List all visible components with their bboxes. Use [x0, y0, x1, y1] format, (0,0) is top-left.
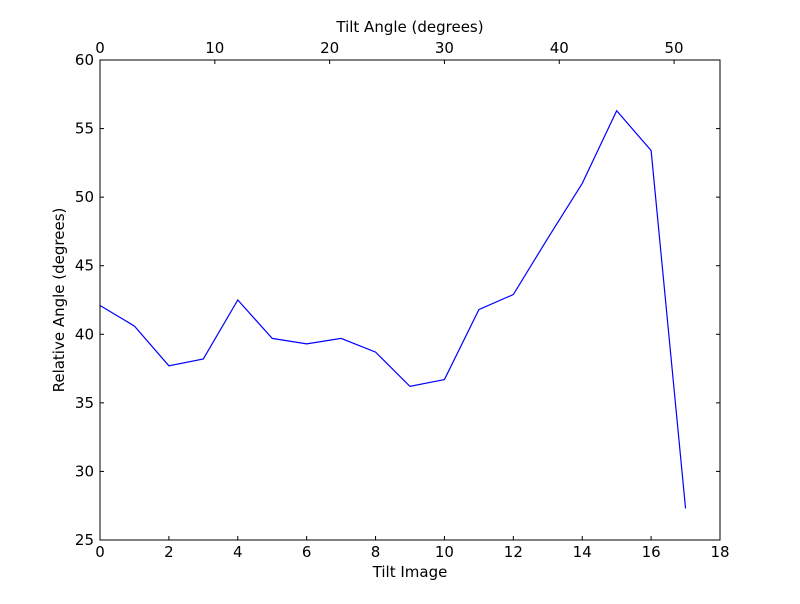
x-tick-label: 14: [573, 543, 592, 561]
y-tick-label: 25: [75, 531, 94, 549]
top-x-tick-label: 10: [205, 39, 224, 57]
y-tick-label: 50: [75, 188, 94, 206]
x-tick-label: 0: [95, 543, 105, 561]
x-tick-label: 4: [233, 543, 243, 561]
y-axis-label: Relative Angle (degrees): [50, 208, 68, 393]
top-x-axis-ticks: 0 10 20 30 40 50: [95, 39, 684, 64]
top-x-tick-label: 0: [95, 39, 105, 57]
x-tick-label: 16: [642, 543, 661, 561]
top-x-tick-label: 20: [320, 39, 339, 57]
x-tick-label: 18: [710, 543, 729, 561]
x-axis-label: Tilt Image: [372, 563, 448, 581]
bottom-x-axis-ticks: 0 2 4 6 8 10 12 14 16 18: [95, 536, 730, 561]
y-tick-label: 55: [75, 120, 94, 138]
y-tick-label: 60: [75, 51, 94, 69]
y-tick-label: 35: [75, 394, 94, 412]
x-tick-label: 6: [302, 543, 312, 561]
top-x-tick-label: 50: [665, 39, 684, 57]
top-x-tick-label: 40: [550, 39, 569, 57]
plot-frame: [99, 59, 721, 541]
top-x-tick-label: 30: [435, 39, 454, 57]
x-tick-label: 2: [164, 543, 174, 561]
x-tick-label: 12: [504, 543, 523, 561]
x-tick-label: 10: [435, 543, 454, 561]
x-tick-label: 8: [371, 543, 381, 561]
y-tick-label: 30: [75, 462, 94, 480]
plot-area: [100, 60, 720, 540]
y-tick-label: 40: [75, 325, 94, 343]
top-x-axis-label: Tilt Angle (degrees): [335, 18, 483, 36]
y-tick-label: 45: [75, 257, 94, 275]
series-line: [99, 109, 687, 509]
y-axis-ticks: 25 30 35 40 45 50 55 60: [75, 51, 720, 549]
